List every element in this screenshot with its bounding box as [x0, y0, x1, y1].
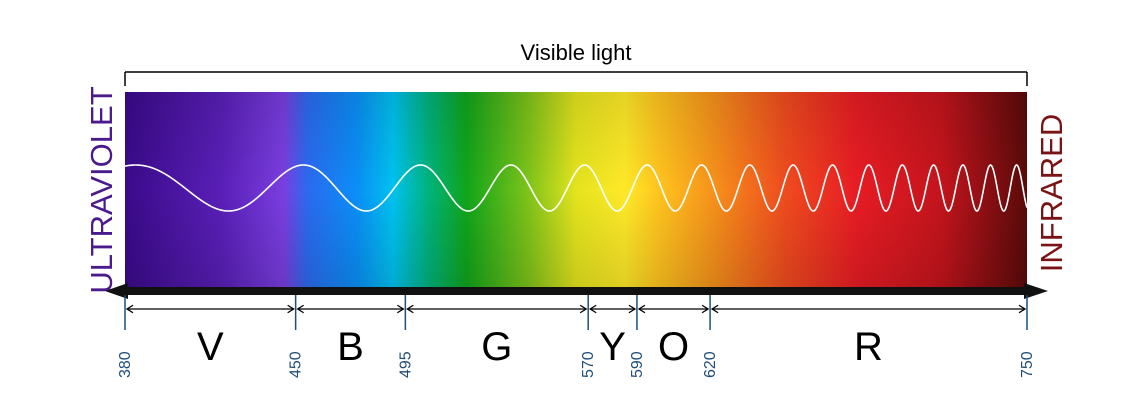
band-label-y: Y — [599, 325, 626, 369]
axis-left-arrowhead — [105, 283, 128, 299]
band-arrow-r — [710, 304, 1027, 314]
band-arrow-v — [125, 304, 295, 314]
band-label-o: O — [658, 325, 689, 369]
tick-label-620: 620 — [702, 351, 719, 378]
axis-right-arrowhead — [1024, 283, 1048, 299]
wavelength-axis — [105, 283, 1048, 299]
band-label-b: B — [337, 325, 364, 369]
visible-light-bracket — [124, 71, 1028, 86]
band-arrow-o — [637, 304, 710, 314]
band-arrow-g — [406, 304, 588, 314]
tick-label-495: 495 — [397, 351, 414, 378]
infrared-label: INFRARED — [1034, 114, 1069, 272]
band-label-v: V — [197, 325, 224, 369]
light-wave-curve — [124, 164, 1028, 212]
band-label-r: R — [854, 325, 883, 369]
band-arrow-b — [296, 304, 405, 314]
spectrum-shading — [125, 92, 1027, 288]
band-label-g: G — [481, 325, 512, 369]
tick-label-570: 570 — [580, 351, 597, 378]
tick-label-380: 380 — [117, 351, 134, 378]
diagram-title: Visible light — [521, 40, 632, 65]
tick-label-750: 750 — [1019, 351, 1036, 378]
tick-label-450: 450 — [288, 351, 305, 378]
ultraviolet-label: ULTRAVIOLET — [84, 86, 119, 293]
band-arrow-y — [588, 304, 637, 314]
tick-label-590: 590 — [629, 351, 646, 378]
